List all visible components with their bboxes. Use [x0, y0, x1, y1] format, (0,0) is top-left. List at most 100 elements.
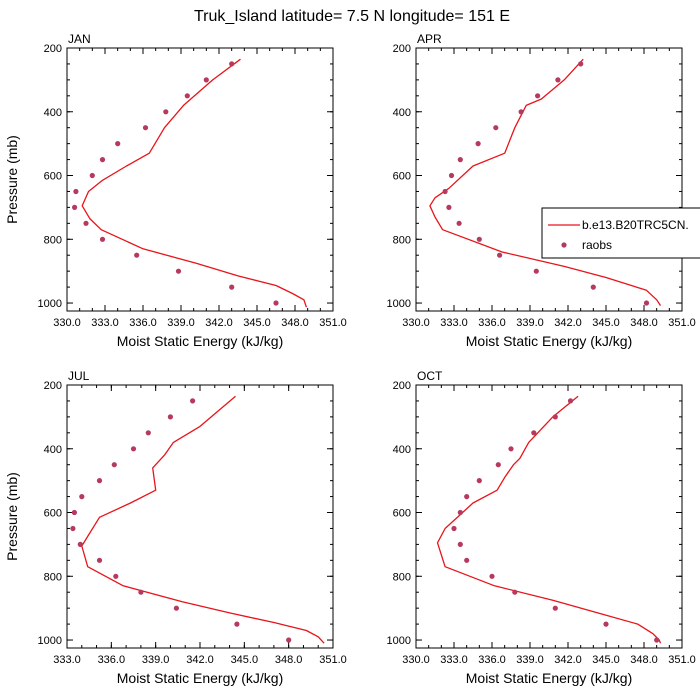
x-axis-label: Moist Static Energy (kJ/kg)	[466, 333, 633, 349]
obs-point	[448, 172, 455, 179]
x-tick-label: 348.0	[281, 317, 309, 329]
x-tick-label: 345.0	[243, 317, 271, 329]
plot-frame	[415, 47, 683, 312]
y-tick-label: 800	[44, 234, 62, 246]
y-tick-label: 800	[44, 571, 62, 583]
x-tick-label: 348.0	[275, 654, 303, 666]
plot-frame	[66, 384, 334, 649]
obs-point	[229, 61, 235, 67]
obs-point	[79, 494, 85, 500]
obs-point	[497, 252, 503, 258]
panel-title: JAN	[68, 32, 91, 46]
panel-jan: JAN 330.0 333.0 336.0 339.0 342.0 345.0 348.0 35…	[4, 32, 347, 349]
obs-point	[518, 109, 524, 115]
y-tick-label: 400	[393, 444, 411, 456]
y-axis-label: Pressure (mb)	[4, 135, 20, 224]
obs-point	[73, 188, 79, 195]
obs-point	[71, 509, 77, 516]
legend-obs-marker	[561, 242, 567, 248]
obs-point	[457, 509, 463, 516]
obs-point	[495, 462, 501, 468]
model-profile-line	[81, 395, 325, 644]
legend: b.e13.B20TRC5CN. raobs	[541, 207, 700, 259]
y-tick-label: 200	[44, 380, 62, 392]
x-tick-label: 339.0	[167, 317, 195, 329]
x-tick-label: 333.0	[91, 317, 119, 329]
panel-jul: JUL 333.0 336.0 339.0 342.0 345.0 348.0 351.0 20…	[4, 369, 347, 686]
obs-point	[464, 557, 470, 563]
y-tick-label: 600	[393, 508, 411, 520]
obs-point	[175, 268, 182, 274]
x-tick-label: 330.0	[402, 654, 430, 666]
y-tick-label: 1000	[387, 635, 411, 647]
obs-point	[72, 204, 78, 210]
x-tick-label: 336.0	[478, 654, 506, 666]
x-tick-label: 339.0	[516, 654, 544, 666]
x-tick-label: 339.0	[142, 654, 170, 666]
obs-point	[96, 557, 103, 563]
x-tick-label: 348.0	[630, 317, 658, 329]
y-tick-label: 400	[44, 107, 62, 119]
plot-frame	[415, 384, 683, 649]
x-tick-label: 348.0	[630, 654, 658, 666]
obs-point	[457, 157, 463, 163]
x-tick-label: 342.0	[186, 654, 214, 666]
y-tick-label: 600	[393, 171, 411, 183]
obs-point	[190, 398, 196, 404]
y-tick-label: 1000	[387, 298, 411, 310]
obs-point	[476, 236, 482, 242]
obs-point	[167, 414, 173, 420]
obs-point	[173, 605, 179, 611]
obs-point	[552, 605, 558, 611]
obs-point	[464, 494, 470, 500]
obs-point	[89, 172, 95, 179]
x-tick-label: 333.0	[440, 317, 468, 329]
x-tick-label: 351.0	[319, 317, 347, 329]
y-tick-label: 400	[393, 107, 411, 119]
obs-point	[83, 220, 89, 226]
x-tick-label: 333.0	[53, 654, 81, 666]
obs-point	[229, 284, 235, 290]
y-axis-label: Pressure (mb)	[4, 472, 20, 561]
plot-frame	[66, 47, 334, 312]
obs-point	[457, 541, 463, 548]
obs-point	[286, 637, 292, 643]
panel-oct: OCT 330.0 333.0 336.0 339.0 342.0 345.0 348.0 35…	[387, 369, 696, 686]
obs-point	[99, 236, 106, 242]
x-tick-label: 351.0	[668, 654, 696, 666]
model-profile-line	[429, 58, 662, 306]
obs-point	[535, 93, 541, 99]
legend-model-label: b.e13.B20TRC5CN.	[582, 218, 689, 232]
obs-point	[115, 141, 121, 147]
x-tick-label: 333.0	[440, 654, 468, 666]
obs-point	[442, 188, 448, 195]
obs-point	[99, 157, 106, 163]
obs-point	[273, 300, 279, 306]
obs-point	[184, 93, 190, 99]
x-tick-label: 345.0	[592, 654, 620, 666]
obs-point	[111, 462, 117, 468]
y-tick-label: 200	[393, 43, 411, 55]
y-tick-label: 200	[393, 380, 411, 392]
obs-point	[134, 252, 140, 258]
x-tick-label: 336.0	[478, 317, 506, 329]
x-tick-label: 330.0	[402, 317, 430, 329]
obs-point	[508, 446, 514, 452]
obs-point	[456, 220, 462, 226]
obs-point	[163, 109, 169, 115]
obs-point	[552, 414, 558, 420]
legend-box	[541, 207, 700, 259]
y-tick-label: 400	[44, 444, 62, 456]
obs-point	[96, 478, 103, 484]
x-tick-label: 351.0	[319, 654, 347, 666]
y-tick-label: 600	[44, 171, 62, 183]
obs-point	[142, 125, 149, 131]
x-axis-label: Moist Static Energy (kJ/kg)	[466, 670, 633, 686]
model-profile-line	[81, 58, 308, 308]
obs-point	[130, 446, 137, 452]
panel-apr: APR 330.0 333.0 336.0 339.0 342.0 345.0 348.0 35…	[387, 32, 696, 349]
obs-point	[603, 621, 609, 627]
obs-point	[567, 398, 574, 404]
y-tick-label: 1000	[38, 635, 62, 647]
